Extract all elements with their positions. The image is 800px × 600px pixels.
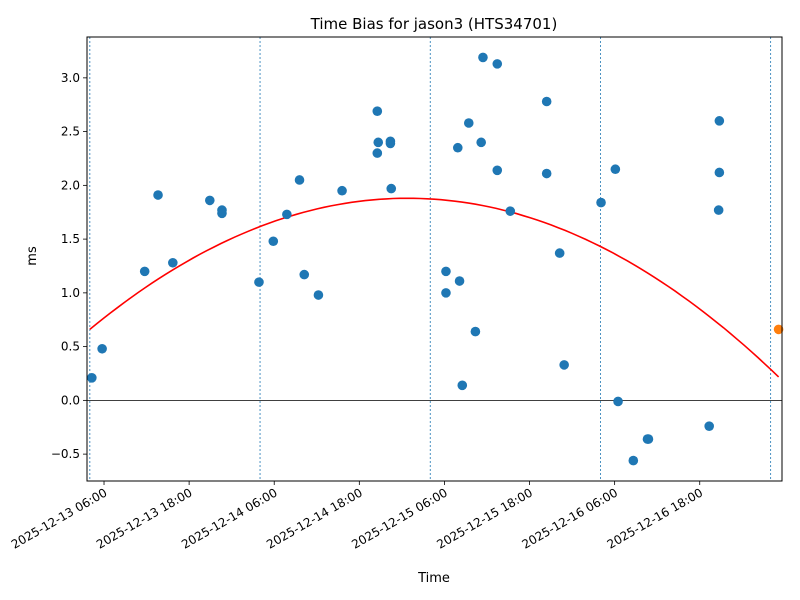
data-point bbox=[476, 137, 486, 148]
day-boundary-lines bbox=[89, 37, 772, 481]
y-tick-label: −0.5 bbox=[51, 447, 80, 461]
y-axis-label: ms bbox=[25, 246, 40, 266]
data-point bbox=[714, 167, 725, 178]
data-point bbox=[554, 248, 565, 258]
data-point bbox=[385, 138, 396, 149]
y-tick-label: 0.5 bbox=[61, 340, 80, 354]
data-point bbox=[714, 116, 725, 126]
data-point bbox=[139, 266, 150, 277]
y-axis-ticks: −0.5 0.0 0.5 1.0 1.5 2.0 2.5 3.0 bbox=[51, 71, 87, 461]
data-point bbox=[470, 326, 481, 337]
data-point bbox=[452, 142, 463, 153]
data-point bbox=[492, 59, 503, 69]
y-tick-label: 2.5 bbox=[61, 125, 80, 139]
fit-curve-group bbox=[89, 197, 780, 378]
data-point bbox=[372, 148, 383, 158]
data-point bbox=[596, 197, 606, 208]
data-point bbox=[441, 266, 451, 277]
chart-title: Time Bias for jason3 (HTS34701) bbox=[310, 15, 558, 33]
plot-frame bbox=[86, 36, 783, 482]
data-point bbox=[294, 175, 305, 185]
data-point bbox=[168, 257, 178, 268]
latest-data-point bbox=[773, 324, 784, 335]
data-point bbox=[492, 165, 503, 176]
data-point bbox=[372, 106, 383, 116]
data-point bbox=[153, 190, 163, 200]
fit-curve bbox=[89, 197, 780, 378]
data-point bbox=[299, 269, 310, 280]
data-point bbox=[505, 206, 516, 216]
y-tick-label: 0.0 bbox=[61, 393, 80, 407]
data-point bbox=[254, 277, 264, 287]
data-point bbox=[541, 96, 552, 107]
data-point bbox=[337, 185, 347, 196]
data-point bbox=[373, 137, 384, 148]
data-point bbox=[628, 455, 639, 466]
data-point bbox=[478, 52, 488, 63]
data-point bbox=[217, 208, 227, 219]
data-point bbox=[97, 343, 107, 354]
data-points bbox=[87, 52, 784, 466]
data-point bbox=[704, 421, 714, 431]
data-point bbox=[613, 396, 623, 407]
data-point bbox=[541, 168, 552, 179]
y-tick-label: 1.5 bbox=[61, 232, 80, 246]
data-point bbox=[713, 205, 724, 215]
data-point bbox=[463, 118, 474, 128]
y-tick-label: 2.0 bbox=[61, 178, 80, 192]
data-point bbox=[559, 360, 569, 370]
data-point bbox=[454, 276, 465, 286]
data-point bbox=[643, 434, 654, 444]
data-point bbox=[386, 183, 397, 194]
data-point bbox=[87, 372, 97, 383]
y-tick-label: 3.0 bbox=[61, 71, 80, 85]
data-point bbox=[313, 290, 324, 300]
y-tick-label: 1.0 bbox=[61, 286, 80, 300]
data-point bbox=[441, 288, 451, 298]
data-point bbox=[457, 380, 468, 391]
x-axis-label: Time bbox=[417, 571, 450, 586]
data-point bbox=[610, 164, 621, 175]
data-point bbox=[268, 236, 279, 247]
data-point bbox=[282, 209, 292, 220]
data-point bbox=[205, 195, 215, 206]
